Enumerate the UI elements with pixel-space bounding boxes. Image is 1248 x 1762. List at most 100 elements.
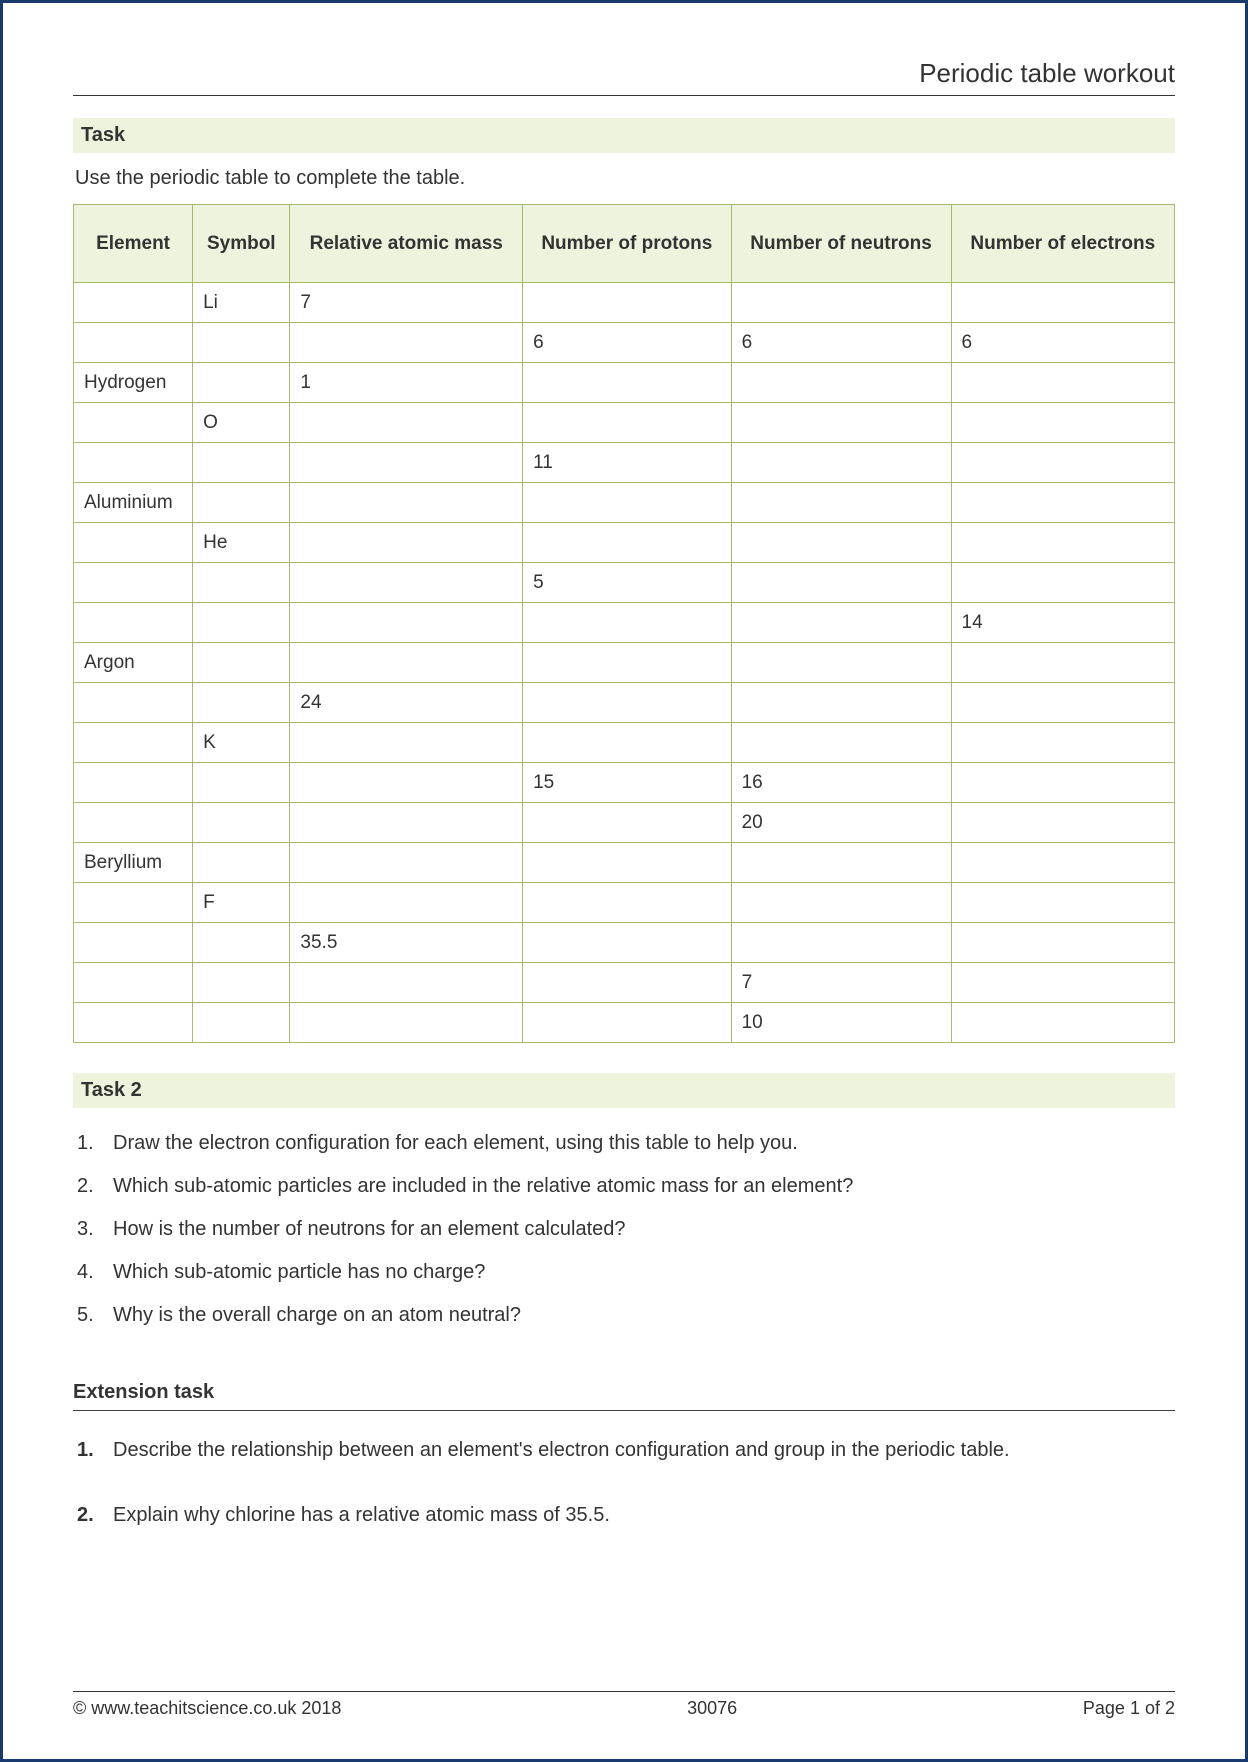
- table-cell: [523, 883, 731, 923]
- table-cell: [523, 603, 731, 643]
- footer-left: © www.teachitscience.co.uk 2018: [73, 1698, 341, 1719]
- table-cell: [731, 283, 951, 323]
- table-cell: [731, 843, 951, 883]
- table-cell: [290, 843, 523, 883]
- table-cell: [951, 643, 1174, 683]
- table-cell: [74, 603, 193, 643]
- table-cell: [951, 803, 1174, 843]
- table-cell: [290, 963, 523, 1003]
- table-cell: [74, 1003, 193, 1043]
- table-cell: 35.5: [290, 923, 523, 963]
- table-cell: [74, 283, 193, 323]
- table-cell: [951, 523, 1174, 563]
- table-cell: F: [193, 883, 290, 923]
- table-cell: He: [193, 523, 290, 563]
- table-cell: [731, 403, 951, 443]
- page-title: Periodic table workout: [73, 58, 1175, 89]
- table-cell: [74, 723, 193, 763]
- table-row: 666: [74, 323, 1175, 363]
- table-cell: [74, 683, 193, 723]
- question-text: How is the number of neutrons for an ele…: [113, 1218, 626, 1240]
- table-cell: [290, 443, 523, 483]
- extension-heading: Extension task: [73, 1381, 1175, 1411]
- table-row: 5: [74, 563, 1175, 603]
- question-item: 3. How is the number of neutrons for an e…: [77, 1208, 1175, 1251]
- table-cell: 10: [731, 1003, 951, 1043]
- table-cell: [193, 843, 290, 883]
- table-row: K: [74, 723, 1175, 763]
- table-row: 1516: [74, 763, 1175, 803]
- table-cell: [951, 763, 1174, 803]
- table-cell: [731, 363, 951, 403]
- table-cell: [74, 323, 193, 363]
- table-row: Li7: [74, 283, 1175, 323]
- table-cell: [193, 803, 290, 843]
- question-number: 3.: [77, 1215, 94, 1244]
- table-cell: [951, 563, 1174, 603]
- table-cell: [951, 1003, 1174, 1043]
- question-text: Explain why chlorine has a relative atom…: [113, 1504, 610, 1526]
- table-cell: Argon: [74, 643, 193, 683]
- table-cell: [523, 363, 731, 403]
- question-number: 2.: [77, 1501, 94, 1530]
- table-cell: 6: [731, 323, 951, 363]
- table-cell: Beryllium: [74, 843, 193, 883]
- table-cell: [74, 963, 193, 1003]
- table-cell: [290, 763, 523, 803]
- table-cell: [523, 923, 731, 963]
- table-cell: [523, 643, 731, 683]
- footer-right: Page 1 of 2: [1083, 1698, 1175, 1719]
- table-cell: [951, 483, 1174, 523]
- extension-item: 1. Describe the relationship between an e…: [77, 1429, 1175, 1472]
- page-header: Periodic table workout: [73, 58, 1175, 96]
- table-cell: [193, 683, 290, 723]
- table-cell: O: [193, 403, 290, 443]
- table-cell: 7: [731, 963, 951, 1003]
- table-cell: [731, 523, 951, 563]
- table-cell: [74, 883, 193, 923]
- question-number: 1.: [77, 1436, 94, 1465]
- table-cell: K: [193, 723, 290, 763]
- table-cell: 24: [290, 683, 523, 723]
- table-cell: [193, 963, 290, 1003]
- table-cell: [193, 483, 290, 523]
- table-cell: 1: [290, 363, 523, 403]
- table-cell: [290, 603, 523, 643]
- table-row: 11: [74, 443, 1175, 483]
- table-cell: [193, 443, 290, 483]
- table-cell: 16: [731, 763, 951, 803]
- table-cell: [951, 723, 1174, 763]
- table-cell: [523, 723, 731, 763]
- table-cell: [193, 643, 290, 683]
- table-cell: [951, 963, 1174, 1003]
- table-cell: [951, 923, 1174, 963]
- table-cell: [74, 523, 193, 563]
- page-frame: Periodic table workout Task Use the peri…: [0, 0, 1248, 1762]
- table-cell: [523, 523, 731, 563]
- question-text: Describe the relationship between an ele…: [113, 1439, 1010, 1461]
- table-cell: [523, 963, 731, 1003]
- task2-questions: 1.Draw the electron configuration for ea…: [73, 1122, 1175, 1337]
- task1-heading: Task: [73, 118, 1175, 153]
- task1-instruction: Use the periodic table to complete the t…: [73, 167, 1175, 190]
- table-cell: [193, 603, 290, 643]
- question-text: Which sub-atomic particles are included …: [113, 1175, 853, 1197]
- table-cell: 5: [523, 563, 731, 603]
- table-row: Hydrogen1: [74, 363, 1175, 403]
- table-cell: [523, 403, 731, 443]
- question-number: 1.: [77, 1129, 94, 1158]
- table-cell: [290, 723, 523, 763]
- table-cell: [731, 483, 951, 523]
- table-cell: [74, 403, 193, 443]
- table-cell: [290, 323, 523, 363]
- table-cell: [731, 443, 951, 483]
- table-cell: [290, 483, 523, 523]
- table-cell: 11: [523, 443, 731, 483]
- table-cell: [193, 763, 290, 803]
- table-row: Argon: [74, 643, 1175, 683]
- table-cell: [731, 643, 951, 683]
- table-cell: [290, 563, 523, 603]
- table-cell: [731, 563, 951, 603]
- table-cell: [523, 803, 731, 843]
- question-item: 2.Which sub-atomic particles are include…: [77, 1165, 1175, 1208]
